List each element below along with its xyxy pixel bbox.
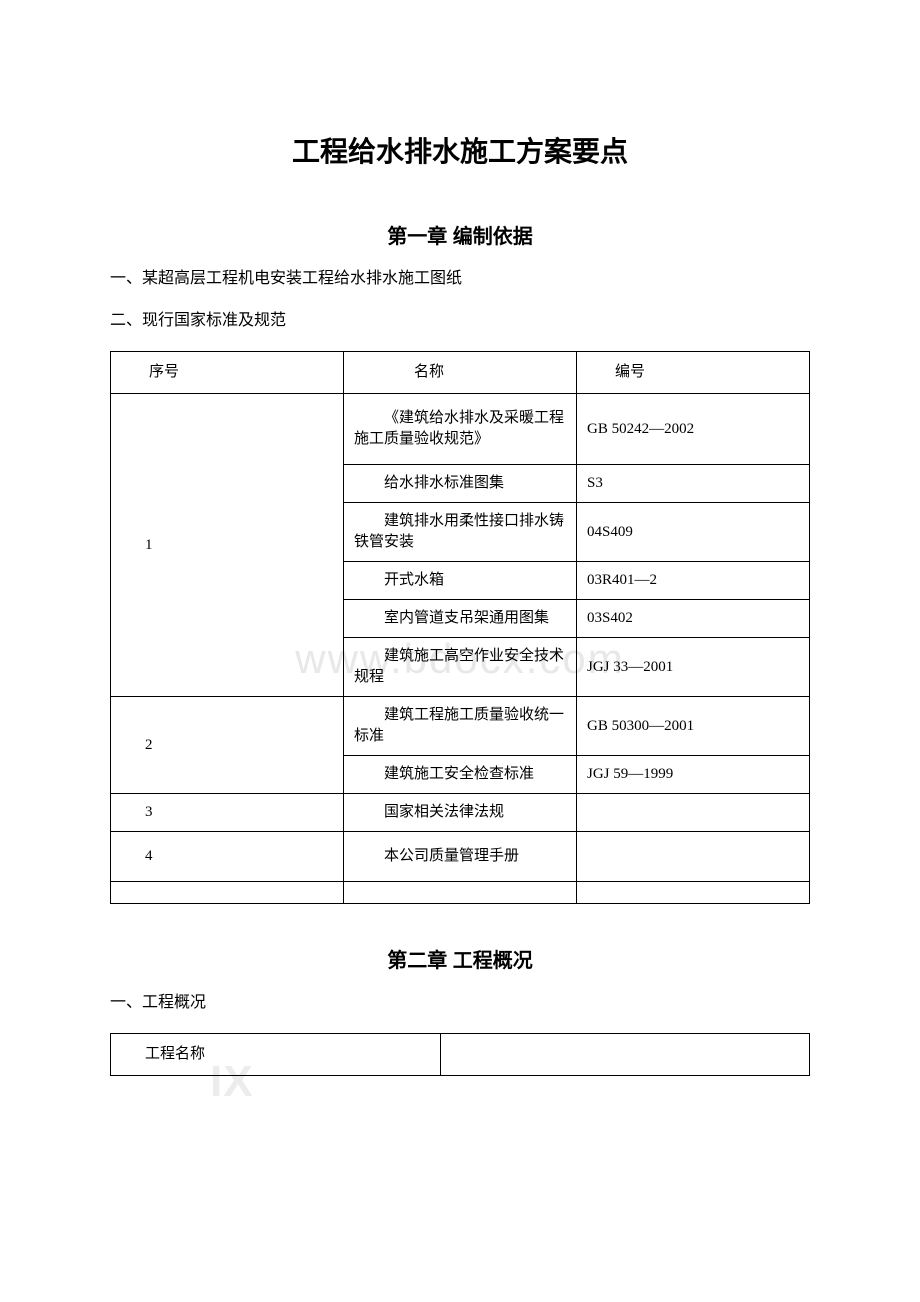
chapter-2-para-1: 一、工程概况	[110, 991, 810, 1015]
table-row: 1 《建筑给水排水及采暖工程施工质量验收规范》 GB 50242—2002	[111, 394, 810, 465]
standards-table: 序号 名称 编号 1 《建筑给水排水及采暖工程施工质量验收规范》 GB 5024…	[110, 351, 810, 904]
cell-name: 《建筑给水排水及采暖工程施工质量验收规范》	[344, 394, 577, 465]
cell-code: S3	[577, 465, 810, 503]
cell-code: GB 50242—2002	[577, 394, 810, 465]
table-row-empty	[111, 882, 810, 904]
cell-code	[577, 794, 810, 832]
cell-name: 本公司质量管理手册	[344, 832, 577, 882]
cell-empty	[111, 882, 344, 904]
project-name-label: 工程名称	[111, 1034, 441, 1076]
cell-seq: 3	[111, 794, 344, 832]
cell-code: 04S409	[577, 503, 810, 562]
cell-code: 03R401—2	[577, 562, 810, 600]
cell-name: 开式水箱	[344, 562, 577, 600]
table-row: 4 本公司质量管理手册	[111, 832, 810, 882]
cell-seq: 4	[111, 832, 344, 882]
cell-empty	[577, 882, 810, 904]
cell-code: GB 50300—2001	[577, 697, 810, 756]
project-info-table: 工程名称	[110, 1033, 810, 1076]
document-content: 工程给水排水施工方案要点 第一章 编制依据 一、某超高层工程机电安装工程给水排水…	[110, 130, 810, 1076]
cell-name: 给水排水标准图集	[344, 465, 577, 503]
cell-name: 国家相关法律法规	[344, 794, 577, 832]
cell-code: 03S402	[577, 600, 810, 638]
cell-seq: 1	[111, 394, 344, 697]
table-row: 工程名称	[111, 1034, 810, 1076]
table-row: 3 国家相关法律法规	[111, 794, 810, 832]
header-name: 名称	[344, 352, 577, 394]
cell-seq: 2	[111, 697, 344, 794]
table-header-row: 序号 名称 编号	[111, 352, 810, 394]
project-name-value	[441, 1034, 810, 1076]
table-row: 2 建筑工程施工质量验收统一标准 GB 50300—2001	[111, 697, 810, 756]
header-seq: 序号	[111, 352, 344, 394]
cell-empty	[344, 882, 577, 904]
chapter-2-title: 第二章 工程概况	[110, 944, 810, 973]
cell-name: 建筑排水用柔性接口排水铸铁管安装	[344, 503, 577, 562]
cell-name: 建筑工程施工质量验收统一标准	[344, 697, 577, 756]
cell-name: 建筑施工安全检查标准	[344, 756, 577, 794]
chapter-2-section: 第二章 工程概况 一、工程概况 工程名称	[110, 944, 810, 1076]
cell-code: JGJ 33—2001	[577, 638, 810, 697]
cell-code	[577, 832, 810, 882]
chapter-1-para-2: 二、现行国家标准及规范	[110, 309, 810, 333]
cell-code: JGJ 59—1999	[577, 756, 810, 794]
cell-name: 建筑施工高空作业安全技术规程	[344, 638, 577, 697]
header-code: 编号	[577, 352, 810, 394]
chapter-1-para-1: 一、某超高层工程机电安装工程给水排水施工图纸	[110, 267, 810, 291]
main-title: 工程给水排水施工方案要点	[110, 130, 810, 170]
chapter-1-title: 第一章 编制依据	[110, 220, 810, 249]
cell-name: 室内管道支吊架通用图集	[344, 600, 577, 638]
